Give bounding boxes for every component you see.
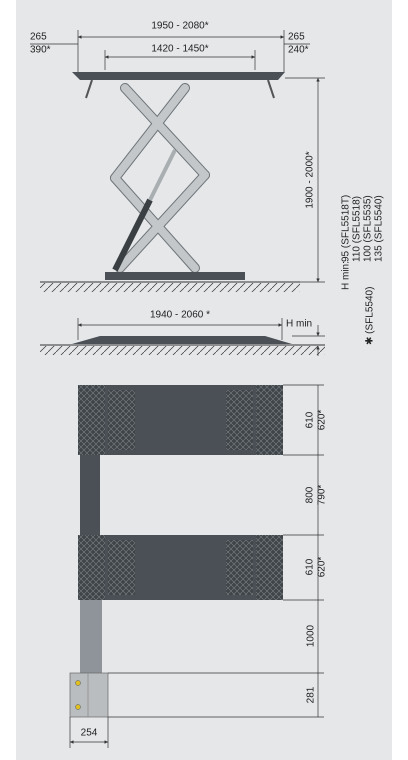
value: 110 (SFL5518)	[352, 196, 363, 262]
dim: 281	[306, 686, 317, 703]
dim: 620*	[317, 557, 328, 578]
diagram: 1950 - 2080* 265 390* 1420 - 1450* 265 2…	[0, 0, 408, 760]
value: 100 (SFL5535)	[363, 195, 374, 262]
dim: 1950 - 2080*	[151, 21, 208, 32]
dim: 265	[288, 32, 305, 43]
dim: 254	[81, 728, 98, 739]
dim: 790*	[317, 485, 328, 506]
label: H min:	[341, 261, 352, 290]
dim: 610	[305, 411, 316, 428]
dim: 800	[305, 486, 316, 503]
note: ✱ (SFL5540)	[365, 287, 376, 345]
dim: 1420 - 1450*	[151, 44, 208, 55]
dim: H min	[286, 319, 312, 330]
dim: 610	[305, 558, 316, 575]
dim: 1900 - 2000*	[305, 151, 316, 208]
dim: 390*	[30, 45, 51, 56]
dim: 620*	[317, 410, 328, 431]
dim: 265	[30, 32, 47, 43]
value: 135 (SFL5540)	[374, 195, 385, 262]
dim: 1000	[306, 624, 317, 647]
dim: 1940 - 2060 *	[150, 310, 210, 321]
dim: 240*	[288, 45, 309, 56]
value: 95 (SFL5518T)	[341, 195, 352, 262]
panel	[16, 0, 392, 760]
